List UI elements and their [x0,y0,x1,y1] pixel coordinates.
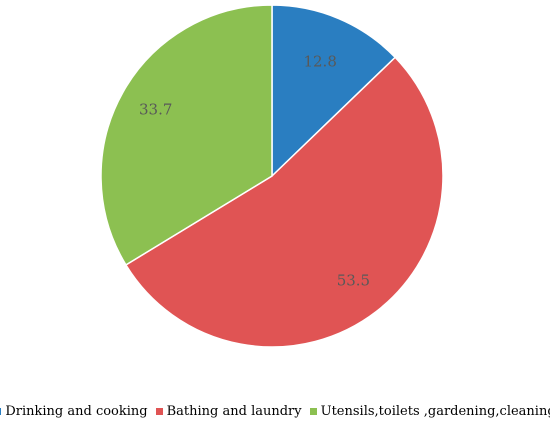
legend-item-bathing: Bathing and laundry [155,403,302,419]
legend-item-utensils: Utensils,toilets ,gardening,cleaning [309,403,550,419]
legend-label-bathing: Bathing and laundry [166,403,302,419]
data-label-drinking: 12.8 [303,53,336,71]
data-label-bathing: 53.5 [337,272,370,290]
pie-slice-drinking [271,4,397,178]
pie-slice-bathing [124,56,444,348]
pie-chart: 12.8 53.5 33.7 [100,4,444,348]
legend-item-drinking: Drinking and cooking [0,404,148,419]
legend-label-drinking: Drinking and cooking [5,403,148,419]
data-label-utensils: 33.7 [139,101,172,119]
legend-label-utensils: Utensils,toilets ,gardening,cleaning [320,403,550,419]
legend-swatch-drinking [0,407,2,415]
legend-swatch-bathing [155,407,163,415]
legend-swatch-utensils [309,407,317,415]
pie-slices [100,4,444,348]
chart-legend: Drinking and cooking Bathing and laundry… [0,400,550,422]
pie-data-labels: 12.8 53.5 33.7 [139,53,370,290]
pie-slice-utensils [100,4,273,266]
